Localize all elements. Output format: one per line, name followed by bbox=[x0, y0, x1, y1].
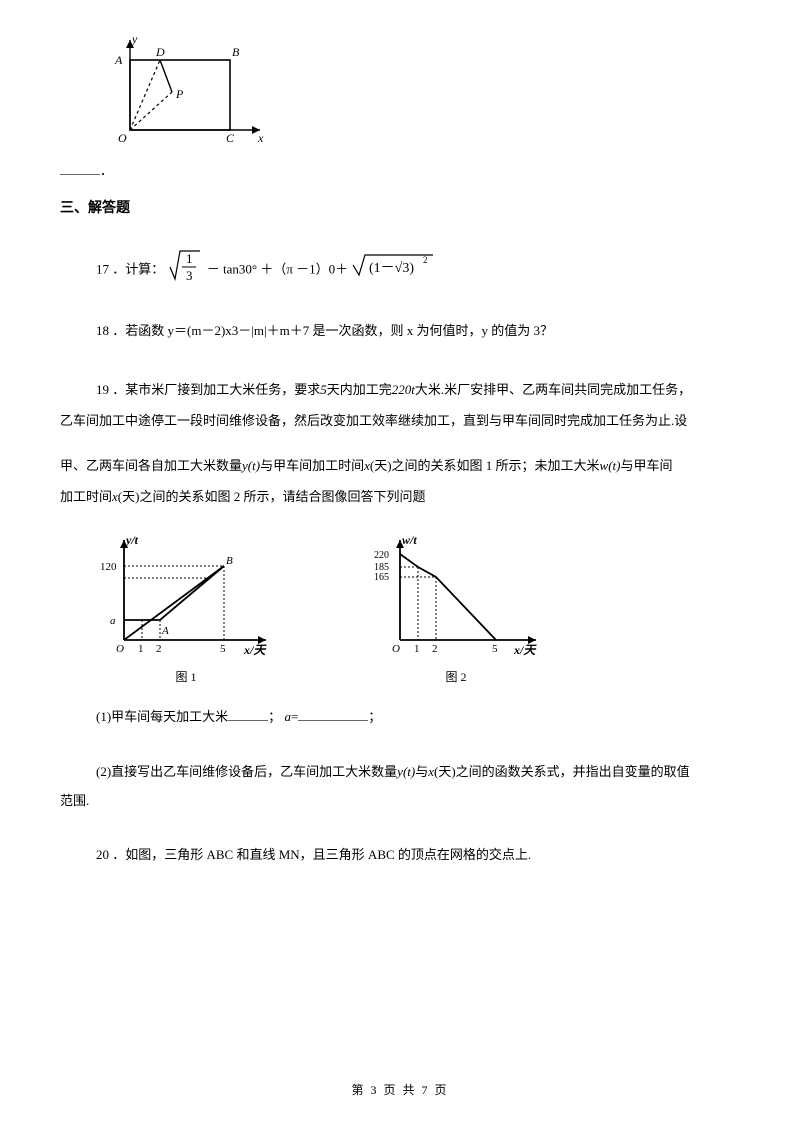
graph1-caption: 图 1 bbox=[96, 668, 276, 685]
graph-1-svg: y/t x/天 120 a A B bbox=[96, 530, 276, 660]
g1-x1: 1 bbox=[138, 643, 144, 655]
g2-x2: 2 bbox=[432, 643, 438, 655]
q19-l3b: 与甲车间加工时间 bbox=[260, 458, 364, 473]
q19s1-b: ； bbox=[268, 709, 281, 724]
figure-pair: y/t x/天 120 a A B bbox=[96, 530, 740, 685]
q17-mid: － tan30° ＋（π －1）0＋ bbox=[207, 261, 348, 276]
question-18: 18 ．若函数 y＝(m－2)x3－|m|＋m＋7 是一次函数，则 x 为何值时… bbox=[96, 318, 740, 344]
g1-B: B bbox=[226, 555, 233, 567]
axis-x-label: x bbox=[257, 131, 264, 145]
q19-l3d: 与甲车间 bbox=[620, 458, 672, 473]
g1-y120: 120 bbox=[100, 561, 117, 573]
g2-y165: 165 bbox=[374, 572, 389, 583]
g1-xlabel: x/天 bbox=[243, 643, 267, 657]
q19s1-d: ； bbox=[368, 709, 381, 724]
q19-yt: y(t) bbox=[242, 458, 260, 473]
q19s2-c: (天)之间的函数关系式，并指出自变量的取值 bbox=[434, 764, 690, 779]
pt-D: D bbox=[155, 45, 165, 59]
g2-x5: 5 bbox=[492, 643, 498, 655]
question-19-line3: 甲、乙两车间各自加工大米数量y(t)与甲车间加工时间x(天)之间的关系如图 1 … bbox=[60, 450, 740, 481]
pt-B: B bbox=[232, 45, 240, 59]
q19s2-d: 范围. bbox=[60, 793, 89, 808]
g1-x5: 5 bbox=[220, 643, 226, 655]
g2-x1: 1 bbox=[414, 643, 420, 655]
section-3-title: 三、解答题 bbox=[60, 197, 740, 217]
g1-a: a bbox=[110, 615, 116, 627]
q19-l1c: 大米.米厂安排甲、乙两车间共同完成加工任务， bbox=[415, 382, 691, 397]
q19-sub2: (2)直接写出乙车间维修设备后，乙车间加工大米数量y(t)与x(天)之间的函数关… bbox=[96, 758, 740, 815]
g2-xlabel: x/天 bbox=[513, 643, 537, 657]
period: ． bbox=[100, 163, 113, 178]
question-19-line2: 乙车间加工中途停工一段时间维修设备，然后改变加工效率继续加工，直到与甲车间同时完… bbox=[60, 405, 740, 436]
q17-sqrt2: (1－√3) 2 bbox=[351, 251, 437, 290]
question-19-line4: 加工时间x(天)之间的关系如图 2 所示，请结合图像回答下列问题 bbox=[60, 481, 740, 512]
q19-l4a: 加工时间 bbox=[60, 489, 112, 504]
svg-text:1: 1 bbox=[186, 251, 193, 266]
rect-diagram-svg: y x A D B P O C bbox=[100, 30, 270, 148]
figure-rectangle-oadbc: y x A D B P O C bbox=[100, 30, 740, 152]
graph-2-svg: w/t x/天 220 185 165 O 1 2 5 bbox=[366, 530, 546, 660]
q19-l4b: (天)之间的关系如图 2 所示，请结合图像回答下列问题 bbox=[118, 489, 426, 504]
question-20: 20 ．如图，三角形 ABC 和直线 MN，且三角形 ABC 的顶点在网格的交点… bbox=[96, 841, 740, 870]
pt-C: C bbox=[226, 131, 235, 145]
graph2-caption: 图 2 bbox=[366, 668, 546, 685]
question-19-line1: 19 ．某市米厂接到加工大米任务，要求5天内加工完220t大米.米厂安排甲、乙两… bbox=[96, 374, 740, 405]
q19-l3a: 甲、乙两车间各自加工大米数量 bbox=[60, 458, 242, 473]
q19-wt: w(t) bbox=[600, 458, 621, 473]
svg-text:3: 3 bbox=[186, 268, 193, 283]
q19s2-yt: y(t) bbox=[397, 764, 415, 779]
blank-answer-line: ． bbox=[60, 160, 740, 179]
q19-l3c: (天)之间的关系如图 1 所示；未加工大米 bbox=[370, 458, 600, 473]
pt-O: O bbox=[118, 131, 127, 145]
q19s1-eq: = bbox=[291, 709, 298, 724]
q19s1-a: (1)甲车间每天加工大米 bbox=[96, 709, 228, 724]
svg-text:O: O bbox=[116, 643, 124, 655]
q19s2-a: (2)直接写出乙车间维修设备后，乙车间加工大米数量 bbox=[96, 764, 397, 779]
g2-y220: 220 bbox=[374, 550, 389, 561]
g2-ylabel: w/t bbox=[402, 533, 417, 547]
svg-text:2: 2 bbox=[423, 255, 428, 265]
q17-sqrt-frac: 1 3 bbox=[168, 245, 204, 296]
g1-ylabel: y/t bbox=[124, 533, 139, 547]
q19-l1a: 19 ．某市米厂接到加工大米任务，要求 bbox=[96, 382, 320, 397]
svg-text:(1－√3): (1－√3) bbox=[369, 261, 414, 276]
q17-prefix: 17 ．计算： bbox=[96, 261, 164, 276]
page-footer: 第 3 页 共 7 页 bbox=[0, 1081, 800, 1098]
pt-A: A bbox=[114, 53, 123, 67]
q19-l1b: 天内加工完 bbox=[327, 382, 392, 397]
q19s2-b: 与 bbox=[415, 764, 428, 779]
g1-x2: 2 bbox=[156, 643, 162, 655]
g1-A: A bbox=[161, 625, 169, 637]
q19-220t: 220t bbox=[392, 382, 415, 397]
axis-y-label: y bbox=[131, 32, 138, 46]
pt-P: P bbox=[175, 87, 184, 101]
question-17: 17 ．计算： 1 3 － tan30° ＋（π －1）0＋ (1－√3) 2 bbox=[96, 245, 740, 296]
svg-text:O: O bbox=[392, 643, 400, 655]
q19-sub1: (1)甲车间每天加工大米； a=； bbox=[96, 703, 740, 732]
